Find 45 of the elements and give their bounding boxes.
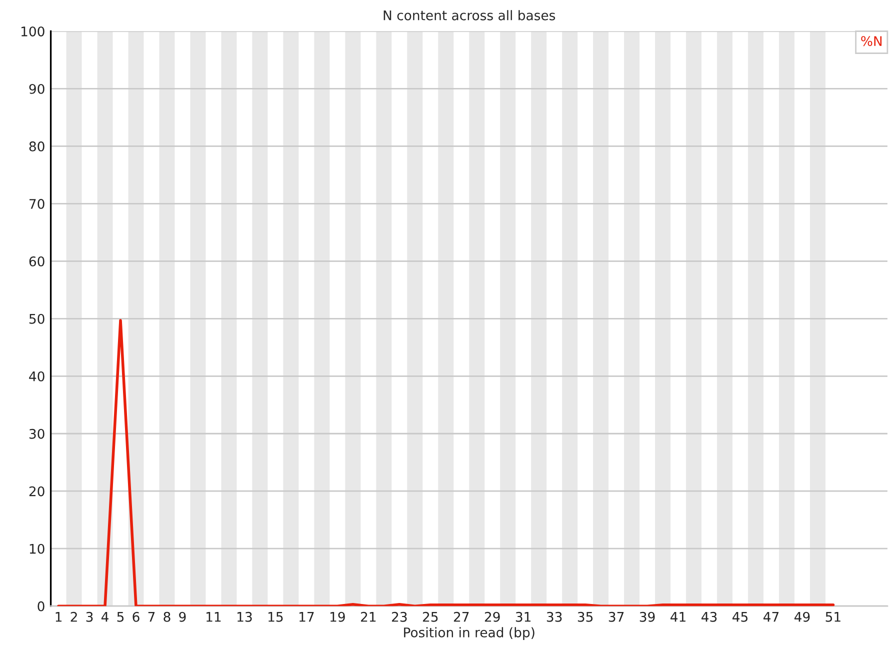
y-tick-label: 70: [30, 198, 44, 209]
x-tick-label: 23: [392, 612, 407, 622]
x-tick-label: 37: [608, 612, 624, 622]
x-tick-label: 7: [148, 612, 155, 622]
y-tick-label: 80: [29, 141, 44, 152]
x-tick-label: 2: [70, 612, 77, 622]
x-axis-title: Position in read (bp): [404, 627, 534, 640]
text: %N: [861, 36, 882, 46]
x-tick-label: 33: [546, 612, 562, 622]
x-tick-label: 31: [516, 612, 531, 622]
x-tick-label: 3: [86, 612, 93, 622]
x-tick-label: 51: [826, 612, 840, 622]
x-tick-label: 49: [794, 612, 810, 622]
x-tick-label: 47: [763, 612, 778, 622]
y-tick-label: 10: [30, 544, 44, 554]
y-tick-label: 60: [29, 256, 44, 266]
x-tick-label: 17: [299, 612, 314, 622]
x-tick-label: 6: [132, 612, 140, 622]
x-tick-label: 21: [360, 612, 376, 622]
x-tick-label: 41: [670, 612, 686, 622]
x-tick-label: 25: [422, 612, 438, 622]
x-tick-label: 9: [179, 612, 186, 622]
y-tick-label: 100: [21, 26, 44, 36]
x-tick-label: 35: [578, 612, 593, 622]
x-tick-label: 29: [484, 612, 500, 622]
x-tick-label: 1: [56, 612, 62, 622]
y-tick-label: 30: [29, 428, 44, 439]
x-tick-label: 13: [238, 612, 252, 622]
x-tick-label: 15: [268, 612, 283, 622]
x-tick-label: 27: [454, 612, 469, 622]
y-tick-label: 20: [29, 486, 44, 496]
line-series: [57, 319, 835, 606]
y-tick-label: 0: [38, 601, 44, 612]
x-tick-label: 43: [702, 612, 717, 622]
y-tick-label: 40: [29, 371, 44, 382]
x-tick-label: 5: [117, 612, 124, 622]
x-tick-label: 19: [330, 612, 345, 622]
chart-title: N content across all bases: [384, 10, 556, 20]
x-tick-label: 11: [206, 612, 221, 622]
x-tick-label: 4: [101, 612, 108, 622]
y-tick-label: 90: [29, 84, 44, 94]
y-tick-label: 50: [29, 314, 44, 324]
x-tick-label: 8: [164, 612, 170, 622]
x-tick-label: 45: [732, 612, 748, 622]
x-tick-label: 39: [640, 612, 655, 622]
